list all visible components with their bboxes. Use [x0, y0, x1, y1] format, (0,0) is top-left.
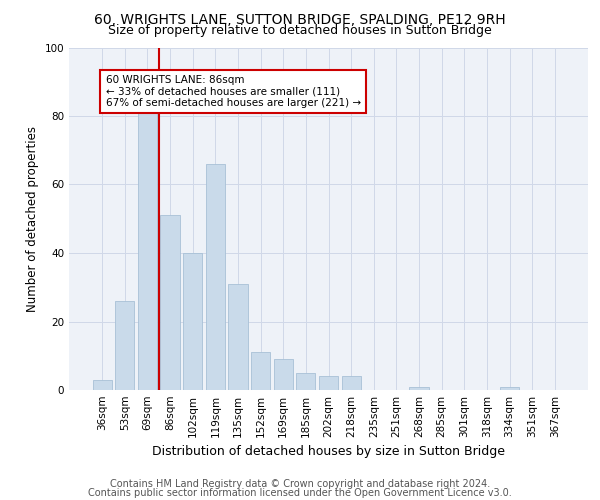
Bar — [409, 386, 428, 390]
Text: 60, WRIGHTS LANE, SUTTON BRIDGE, SPALDING, PE12 9RH: 60, WRIGHTS LANE, SUTTON BRIDGE, SPALDIN… — [94, 12, 506, 26]
Bar — [319, 376, 338, 390]
Bar — [183, 253, 202, 390]
Bar — [251, 352, 270, 390]
Text: Contains public sector information licensed under the Open Government Licence v3: Contains public sector information licen… — [88, 488, 512, 498]
Text: 60 WRIGHTS LANE: 86sqm
← 33% of detached houses are smaller (111)
67% of semi-de: 60 WRIGHTS LANE: 86sqm ← 33% of detached… — [106, 75, 361, 108]
Y-axis label: Number of detached properties: Number of detached properties — [26, 126, 39, 312]
X-axis label: Distribution of detached houses by size in Sutton Bridge: Distribution of detached houses by size … — [152, 446, 505, 458]
Bar — [115, 301, 134, 390]
Bar — [229, 284, 248, 390]
Bar — [274, 359, 293, 390]
Bar — [500, 386, 519, 390]
Bar — [138, 102, 157, 390]
Text: Size of property relative to detached houses in Sutton Bridge: Size of property relative to detached ho… — [108, 24, 492, 37]
Bar — [92, 380, 112, 390]
Bar — [160, 216, 180, 390]
Bar — [341, 376, 361, 390]
Bar — [206, 164, 225, 390]
Text: Contains HM Land Registry data © Crown copyright and database right 2024.: Contains HM Land Registry data © Crown c… — [110, 479, 490, 489]
Bar — [296, 373, 316, 390]
